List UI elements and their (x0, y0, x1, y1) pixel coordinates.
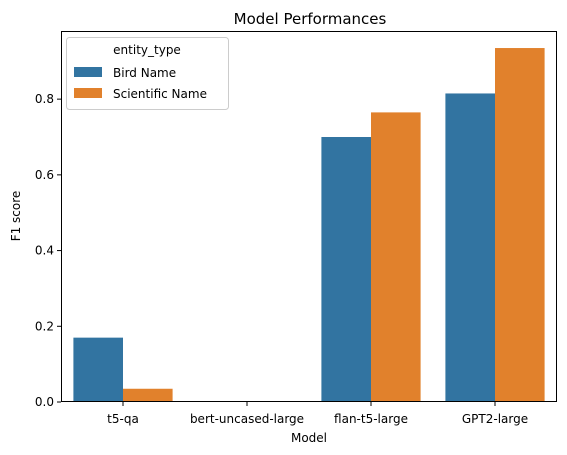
x-tick-label: t5-qa (107, 412, 139, 426)
y-tick-label: 0.6 (35, 168, 54, 182)
y-axis: 0.0 0.2 0.4 0.6 0.8 (35, 31, 62, 409)
chart-title: Model Performances (234, 10, 387, 28)
legend-label-bird-name: Bird Name (113, 66, 176, 80)
bar-t5-qa-bird-name (73, 337, 123, 402)
y-tick-label: 0.8 (35, 92, 54, 106)
legend-swatch-bird-name (74, 67, 102, 77)
y-axis-label: F1 score (9, 191, 23, 242)
legend: entity_type Bird Name Scientific Name (66, 37, 229, 110)
legend-swatch-scientific-name (74, 88, 102, 98)
bar-flan-t5-large-bird-name (321, 137, 371, 402)
bars (73, 48, 545, 403)
bar-t5-qa-scientific-name (123, 388, 173, 402)
legend-label-scientific-name: Scientific Name (113, 87, 207, 101)
x-axis: t5-qa bert-uncased-large flan-t5-large GPT2… (61, 401, 557, 426)
legend-frame (66, 37, 229, 110)
x-tick-label: flan-t5-large (334, 412, 408, 426)
bar-GPT2-large-bird-name (445, 93, 495, 402)
x-axis-label: Model (291, 431, 327, 445)
y-tick-label: 0.4 (35, 244, 54, 258)
y-tick-label: 0.2 (35, 319, 54, 333)
bar-flan-t5-large-scientific-name (371, 112, 421, 403)
x-tick-label: GPT2-large (462, 412, 528, 426)
legend-title: entity_type (113, 43, 181, 57)
x-tick-label: bert-uncased-large (190, 412, 304, 426)
bar-GPT2-large-scientific-name (495, 48, 545, 403)
y-tick-label: 0.0 (35, 395, 54, 409)
